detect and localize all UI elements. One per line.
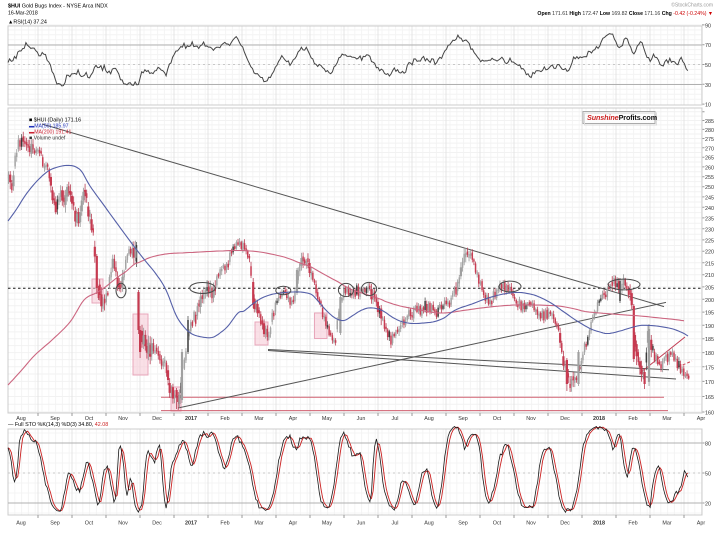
svg-text:16-Mar-2018: 16-Mar-2018	[8, 11, 38, 17]
svg-text:280: 280	[705, 128, 714, 134]
svg-text:240: 240	[705, 206, 714, 212]
svg-text:Sep: Sep	[458, 521, 468, 527]
svg-text:210: 210	[705, 273, 714, 279]
svg-text:Dec: Dec	[560, 521, 570, 527]
svg-text:Feb: Feb	[220, 521, 229, 527]
svg-text:■ $HUI (Daily) 171.16: ■ $HUI (Daily) 171.16	[29, 118, 81, 124]
svg-text:170: 170	[705, 380, 714, 386]
svg-text:Apr: Apr	[697, 416, 706, 422]
svg-text:235: 235	[705, 216, 714, 222]
svg-text:245: 245	[705, 195, 714, 201]
svg-text:2017: 2017	[185, 521, 197, 527]
svg-text:270: 270	[705, 146, 714, 152]
svg-text:Nov: Nov	[118, 521, 128, 527]
svg-text:250: 250	[705, 185, 714, 191]
svg-text:▬MA(200) 191.41: ▬MA(200) 191.41	[29, 130, 72, 136]
svg-text:Sep: Sep	[50, 416, 60, 422]
svg-text:Jul: Jul	[392, 521, 399, 527]
svg-text:165: 165	[705, 395, 714, 401]
svg-text:200: 200	[705, 298, 714, 304]
svg-text:©StockCharts.com: ©StockCharts.com	[671, 2, 713, 9]
svg-text:175: 175	[705, 365, 714, 371]
svg-text:2018: 2018	[593, 521, 605, 527]
svg-text:195: 195	[705, 311, 714, 317]
svg-text:275: 275	[705, 137, 714, 143]
svg-text:285: 285	[705, 119, 714, 125]
svg-text:Jun: Jun	[357, 416, 366, 422]
svg-text:2017: 2017	[185, 416, 197, 422]
svg-text:80: 80	[705, 442, 711, 448]
svg-text:May: May	[322, 416, 332, 422]
svg-text:SunshineProfits.com: SunshineProfits.com	[587, 113, 657, 122]
svg-text:Aug: Aug	[16, 521, 26, 527]
svg-text:205: 205	[705, 285, 714, 291]
svg-text:Feb: Feb	[628, 416, 637, 422]
svg-text:215: 215	[705, 261, 714, 267]
svg-text:■ Volume undef: ■ Volume undef	[29, 136, 66, 142]
svg-text:30: 30	[705, 83, 711, 89]
svg-text:Dec: Dec	[152, 416, 162, 422]
svg-text:10: 10	[705, 103, 711, 109]
svg-text:260: 260	[705, 165, 714, 171]
svg-text:20: 20	[705, 502, 711, 508]
svg-text:Oct: Oct	[493, 416, 502, 422]
svg-text:265: 265	[705, 156, 714, 162]
svg-text:Aug: Aug	[16, 416, 26, 422]
svg-text:Mar: Mar	[254, 521, 263, 527]
svg-text:220: 220	[705, 250, 714, 256]
svg-text:▬MA(50) 185.97: ▬MA(50) 185.97	[29, 124, 69, 130]
svg-text:50: 50	[705, 63, 711, 69]
svg-text:Apr: Apr	[289, 521, 298, 527]
svg-text:225: 225	[705, 238, 714, 244]
svg-text:Open 171.61 High 172.47 Low 16: Open 171.61 High 172.47 Low 169.82 Close…	[537, 11, 713, 17]
svg-text:Aug: Aug	[424, 521, 434, 527]
svg-text:Jun: Jun	[357, 521, 366, 527]
svg-text:— Full STO %K(14,3) %D(3) 34.8: — Full STO %K(14,3) %D(3) 34.80, 42.08	[8, 422, 108, 428]
svg-text:2018: 2018	[593, 416, 605, 422]
svg-text:Jul: Jul	[392, 416, 399, 422]
svg-text:185: 185	[705, 337, 714, 343]
svg-text:$HUI Gold Bugs Index - NYSE Ar: $HUI Gold Bugs Index - NYSE Arca INDX	[8, 4, 108, 10]
svg-text:255: 255	[705, 175, 714, 181]
svg-text:Mar: Mar	[662, 521, 671, 527]
svg-text:50: 50	[705, 472, 711, 478]
svg-text:Mar: Mar	[662, 416, 671, 422]
svg-text:Mar: Mar	[254, 416, 263, 422]
svg-text:70: 70	[705, 43, 711, 49]
svg-text:Apr: Apr	[289, 416, 298, 422]
svg-text:Dec: Dec	[560, 416, 570, 422]
svg-text:180: 180	[705, 351, 714, 357]
svg-text:230: 230	[705, 227, 714, 233]
svg-text:Nov: Nov	[118, 416, 128, 422]
svg-text:Oct: Oct	[85, 521, 94, 527]
svg-text:Nov: Nov	[526, 521, 536, 527]
svg-text:Nov: Nov	[526, 416, 536, 422]
svg-text:Oct: Oct	[85, 416, 94, 422]
svg-text:Feb: Feb	[628, 521, 637, 527]
svg-text:160: 160	[705, 411, 714, 417]
svg-text:May: May	[322, 521, 332, 527]
svg-text:90: 90	[705, 23, 711, 29]
svg-text:Apr: Apr	[697, 521, 706, 527]
svg-text:Feb: Feb	[220, 416, 229, 422]
svg-text:190: 190	[705, 324, 714, 330]
svg-text:Sep: Sep	[50, 521, 60, 527]
svg-text:Sep: Sep	[458, 416, 468, 422]
svg-text:Aug: Aug	[424, 416, 434, 422]
svg-text:Dec: Dec	[152, 521, 162, 527]
svg-text:▲RSI(14) 37.24: ▲RSI(14) 37.24	[8, 20, 47, 26]
svg-text:Oct: Oct	[493, 521, 502, 527]
